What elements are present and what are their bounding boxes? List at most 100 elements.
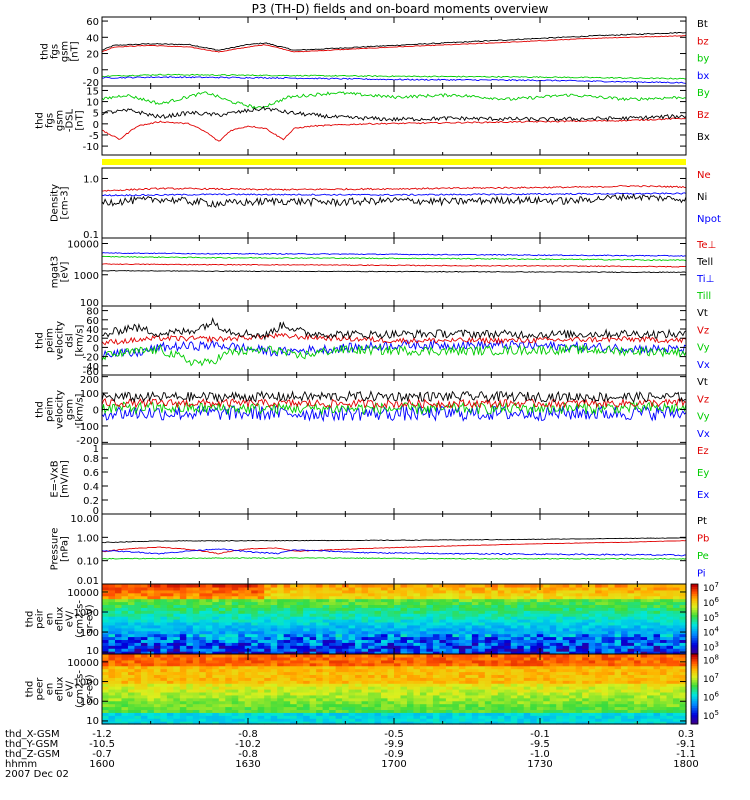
spectrogram-cell (445, 616, 453, 620)
spectrogram-cell (173, 645, 181, 649)
spectrogram-cell (679, 662, 687, 667)
spectrogram-cell (491, 627, 499, 632)
spectrogram-cell (127, 700, 136, 705)
spectrogram-cell (530, 721, 538, 725)
spectrogram-cell (192, 586, 200, 591)
spectrogram-cell (348, 639, 356, 643)
spectrogram-cell (153, 627, 161, 632)
spectrogram-cell (134, 601, 142, 606)
spectrogram-cell (342, 674, 350, 678)
svg-text:peir: peir (35, 608, 46, 628)
spectrogram-cell (218, 656, 226, 661)
spectrogram-cell (374, 659, 382, 664)
spectrogram-cell (517, 674, 525, 678)
spectrogram-cell (218, 668, 226, 673)
spectrogram-cell (303, 703, 311, 708)
spectrogram-cell (394, 677, 402, 681)
spectrogram-cell (102, 665, 110, 670)
spectrogram-cell (316, 621, 324, 626)
spectrogram-cell (452, 592, 460, 597)
spectrogram-cell (569, 709, 577, 713)
spectrogram-cell (523, 662, 531, 667)
spectrogram-cell (199, 662, 207, 667)
spectrogram-cell (192, 662, 200, 667)
spectrogram-cell (549, 627, 557, 632)
spectrogram-cell (355, 674, 363, 678)
spectrogram-cell (381, 598, 389, 603)
spectrogram-cell (374, 642, 382, 646)
spectrogram-cell (601, 651, 609, 655)
spectrogram-cell (322, 592, 330, 597)
spectrogram-cell (394, 671, 402, 676)
spectrogram-cell (134, 674, 142, 678)
spectrogram-cell (549, 654, 557, 658)
spectrogram-cell (179, 648, 187, 652)
spectrogram-cell (582, 627, 590, 632)
spectrogram-cell (458, 689, 466, 693)
spectrogram-cell (179, 662, 187, 667)
spectrogram-cell (374, 700, 382, 705)
spectrogram-cell (153, 586, 161, 591)
spectrogram-cell (166, 697, 174, 702)
spectrogram-cell (316, 662, 324, 667)
spectrogram-cell (588, 697, 596, 702)
spectrogram-cell (303, 610, 311, 614)
spectrogram-cell (316, 592, 324, 597)
spectrogram-cell (303, 691, 311, 696)
spectrogram-cell (381, 636, 389, 641)
spectrogram-cell (543, 648, 551, 652)
spectrogram-cell (264, 703, 272, 708)
spectrogram-cell (556, 592, 564, 597)
spectrogram-cell (270, 639, 278, 643)
spectrogram-cell (316, 659, 324, 664)
spectrogram-cell (212, 584, 220, 588)
spectrogram-cell (465, 706, 473, 711)
spectrogram-cell (316, 619, 324, 623)
spectrogram-cell (673, 683, 681, 687)
spectrogram-cell (173, 636, 181, 641)
spectrogram-cell (335, 656, 343, 661)
spectrogram-cell (562, 654, 570, 658)
spectrogram-cell (588, 604, 596, 608)
spectrogram-cell (303, 607, 311, 611)
spectrogram-cell (608, 691, 616, 696)
spectrogram-cell (419, 627, 428, 632)
spectrogram-cell (439, 645, 447, 649)
spectrogram-cell (160, 636, 168, 641)
spectrogram-cell (179, 668, 187, 673)
spectrogram-cell (342, 613, 350, 617)
spectrogram-cell (458, 610, 466, 614)
spectrogram-cell (543, 662, 551, 667)
spectrogram-cell (478, 697, 486, 702)
spectrogram-cell (186, 613, 194, 617)
spectrogram-cell (673, 697, 681, 702)
spectrogram-cell (627, 671, 635, 676)
spectrogram-cell (588, 683, 596, 687)
spectrogram-cell (335, 680, 343, 684)
spectrogram-cell (452, 604, 460, 608)
spectrogram-cell (504, 630, 512, 635)
spectrogram-cell (387, 642, 395, 646)
spectrogram-cell (108, 691, 116, 696)
spectrogram-cell (640, 691, 648, 696)
spectrogram-cell (517, 613, 525, 617)
spectrogram-cell (673, 671, 681, 676)
spectrogram-cell (608, 642, 616, 646)
spectrogram-cell (199, 639, 207, 643)
spectrogram-cell (166, 689, 174, 693)
spectrogram-cell (445, 619, 453, 623)
spectrogram-cell (556, 616, 564, 620)
spectrogram-cell (465, 633, 473, 638)
spectrogram-cell (400, 662, 408, 667)
spectrogram-cell (251, 654, 259, 658)
spectrogram-cell (510, 654, 518, 658)
spectrogram-cell (647, 630, 655, 635)
spectrogram-cell (478, 627, 486, 632)
spectrogram-cell (614, 694, 622, 699)
spectrogram-cell (523, 659, 531, 664)
spectrogram-cell (400, 712, 408, 716)
spectrogram-cell (569, 721, 577, 725)
spectrogram-cell (192, 683, 200, 687)
spectrogram-cell (238, 677, 246, 681)
spectrogram-cell (426, 715, 434, 719)
